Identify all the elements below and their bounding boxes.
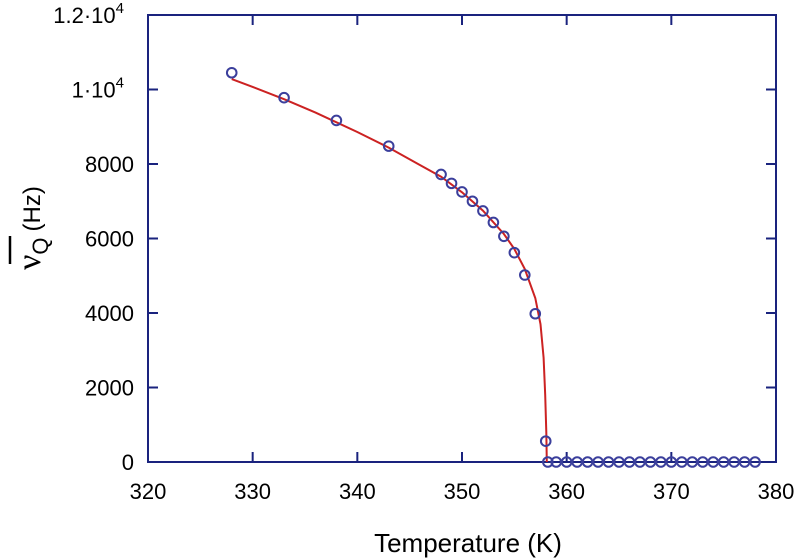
x-tick-labels: 320 330 340 350 360 370 380 [130, 479, 795, 504]
x-tick-label: 320 [130, 479, 167, 504]
y-tick-label: 4000 [85, 301, 134, 326]
fit-curve [231, 78, 548, 463]
fit-line [231, 78, 548, 463]
data-point [382, 140, 395, 152]
data-point [529, 307, 542, 320]
y-tick-labels: 0 2000 4000 6000 8000 1·104 1.2·104 [53, 0, 134, 475]
data-point [487, 216, 500, 229]
y-tick-exponent: 4 [116, 0, 124, 17]
x-tick-label: 330 [234, 479, 271, 504]
data-point [542, 456, 554, 468]
data-point [466, 195, 479, 208]
data-point [749, 456, 761, 468]
data-point [445, 177, 458, 190]
y-tick-label: 0 [122, 450, 134, 475]
y-tick-exponent: 4 [116, 75, 124, 92]
x-axis-title: Temperature (K) [374, 528, 562, 558]
x-tick-label: 370 [653, 479, 690, 504]
y-tick-label: 2000 [85, 376, 134, 401]
data-point [477, 205, 489, 217]
x-tick-label: 350 [444, 479, 481, 504]
tick-marks [147, 14, 777, 463]
y-tick-label: 1.2·104 [53, 0, 124, 28]
y-tick-label: 1·104 [72, 75, 124, 103]
data-point [278, 91, 290, 104]
svg-text:νQ(Hz): νQ (Hz) [11, 186, 53, 270]
data-point [498, 230, 510, 243]
x-tick-label: 360 [548, 479, 585, 504]
data-point [508, 246, 521, 259]
y-axis-title: νQ (Hz) [8, 186, 53, 270]
y-axis-subscript: Q [28, 238, 53, 255]
data-point [330, 114, 343, 127]
data-point [435, 168, 447, 181]
data-point [519, 269, 531, 281]
y-tick-label: 6000 [85, 227, 134, 252]
data-point [456, 186, 468, 198]
data-point [225, 66, 238, 79]
data-markers [225, 66, 761, 468]
data-point [539, 435, 552, 447]
y-axis-unit: (Hz) [19, 186, 46, 231]
x-tick-label: 340 [339, 479, 376, 504]
x-tick-label: 380 [758, 479, 795, 504]
y-tick-label: 8000 [85, 152, 134, 177]
y-axis-symbol: ν [11, 255, 48, 270]
